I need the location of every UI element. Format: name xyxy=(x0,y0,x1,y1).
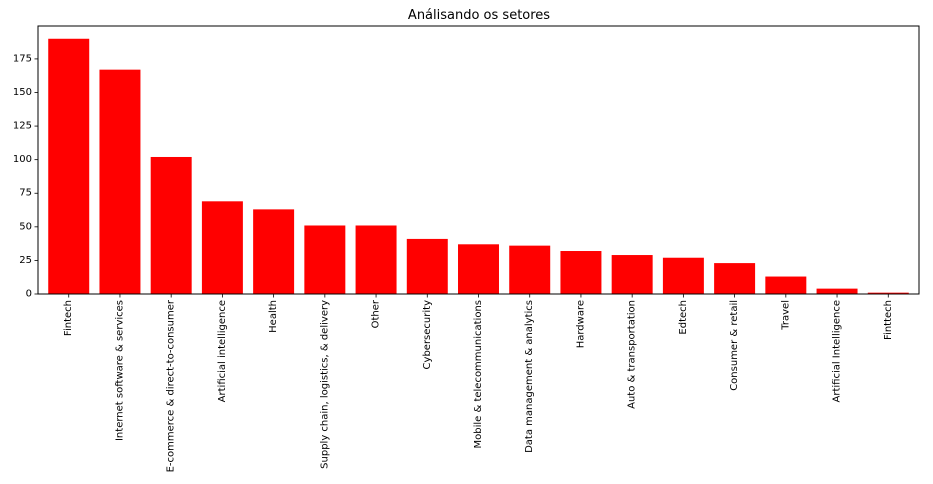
plot-frame xyxy=(37,25,920,295)
y-tick-label: 150 xyxy=(13,87,32,98)
x-axis: Fintech Internet software & services E-com… xyxy=(63,294,894,472)
bar xyxy=(509,245,551,294)
x-tick-label: Health xyxy=(268,300,279,333)
bar xyxy=(406,238,448,294)
bar xyxy=(458,244,499,294)
x-tick-label: E-commerce & direct-to-consumer xyxy=(166,299,177,472)
bar xyxy=(304,225,346,294)
bar xyxy=(201,201,243,294)
bar xyxy=(714,263,756,294)
x-tick-label: Artificial Intelligence xyxy=(832,300,843,403)
x-tick-label: Other xyxy=(371,299,382,328)
x-tick-label: Finttech xyxy=(883,300,894,340)
bar xyxy=(99,69,141,294)
x-tick-label: Artificial intelligence xyxy=(217,300,228,402)
bar xyxy=(867,292,909,294)
bar xyxy=(253,209,295,294)
x-tick-label: Internet software & services xyxy=(114,300,125,441)
bar xyxy=(48,38,90,295)
bar xyxy=(355,225,397,294)
x-tick-label: Mobile & telecommunications xyxy=(473,300,484,449)
bar xyxy=(662,257,704,294)
x-tick-label: Auto & transportation xyxy=(627,300,638,409)
x-tick-label: Data management & analytics xyxy=(524,300,535,453)
x-tick-label: Supply chain, logistics, & delivery xyxy=(319,300,330,469)
y-tick-label: 75 xyxy=(19,188,32,199)
y-tick-label: 175 xyxy=(13,53,32,64)
bar xyxy=(611,255,653,294)
y-axis: 0 25 50 75 100 125 150 175 xyxy=(13,53,38,300)
x-tick-label: Consumer & retail xyxy=(729,300,740,391)
y-tick-label: 125 xyxy=(13,121,32,132)
y-tick-label: 0 xyxy=(26,289,32,300)
bar xyxy=(560,251,602,294)
x-tick-label: Edtech xyxy=(678,300,689,335)
x-tick-label: Travel xyxy=(780,300,791,331)
y-tick-label: 25 xyxy=(19,255,32,266)
x-tick-label: Cybersecurity xyxy=(422,300,433,370)
x-tick-label: Hardware xyxy=(575,300,586,348)
x-tick-label: Fintech xyxy=(63,300,74,336)
y-tick-label: 50 xyxy=(19,221,32,232)
y-tick-label: 100 xyxy=(13,154,32,165)
bar xyxy=(816,288,858,294)
bar xyxy=(765,276,807,294)
bar xyxy=(150,156,192,294)
chart-title: Análisando os setores xyxy=(408,8,550,23)
bars-layer xyxy=(48,38,909,295)
